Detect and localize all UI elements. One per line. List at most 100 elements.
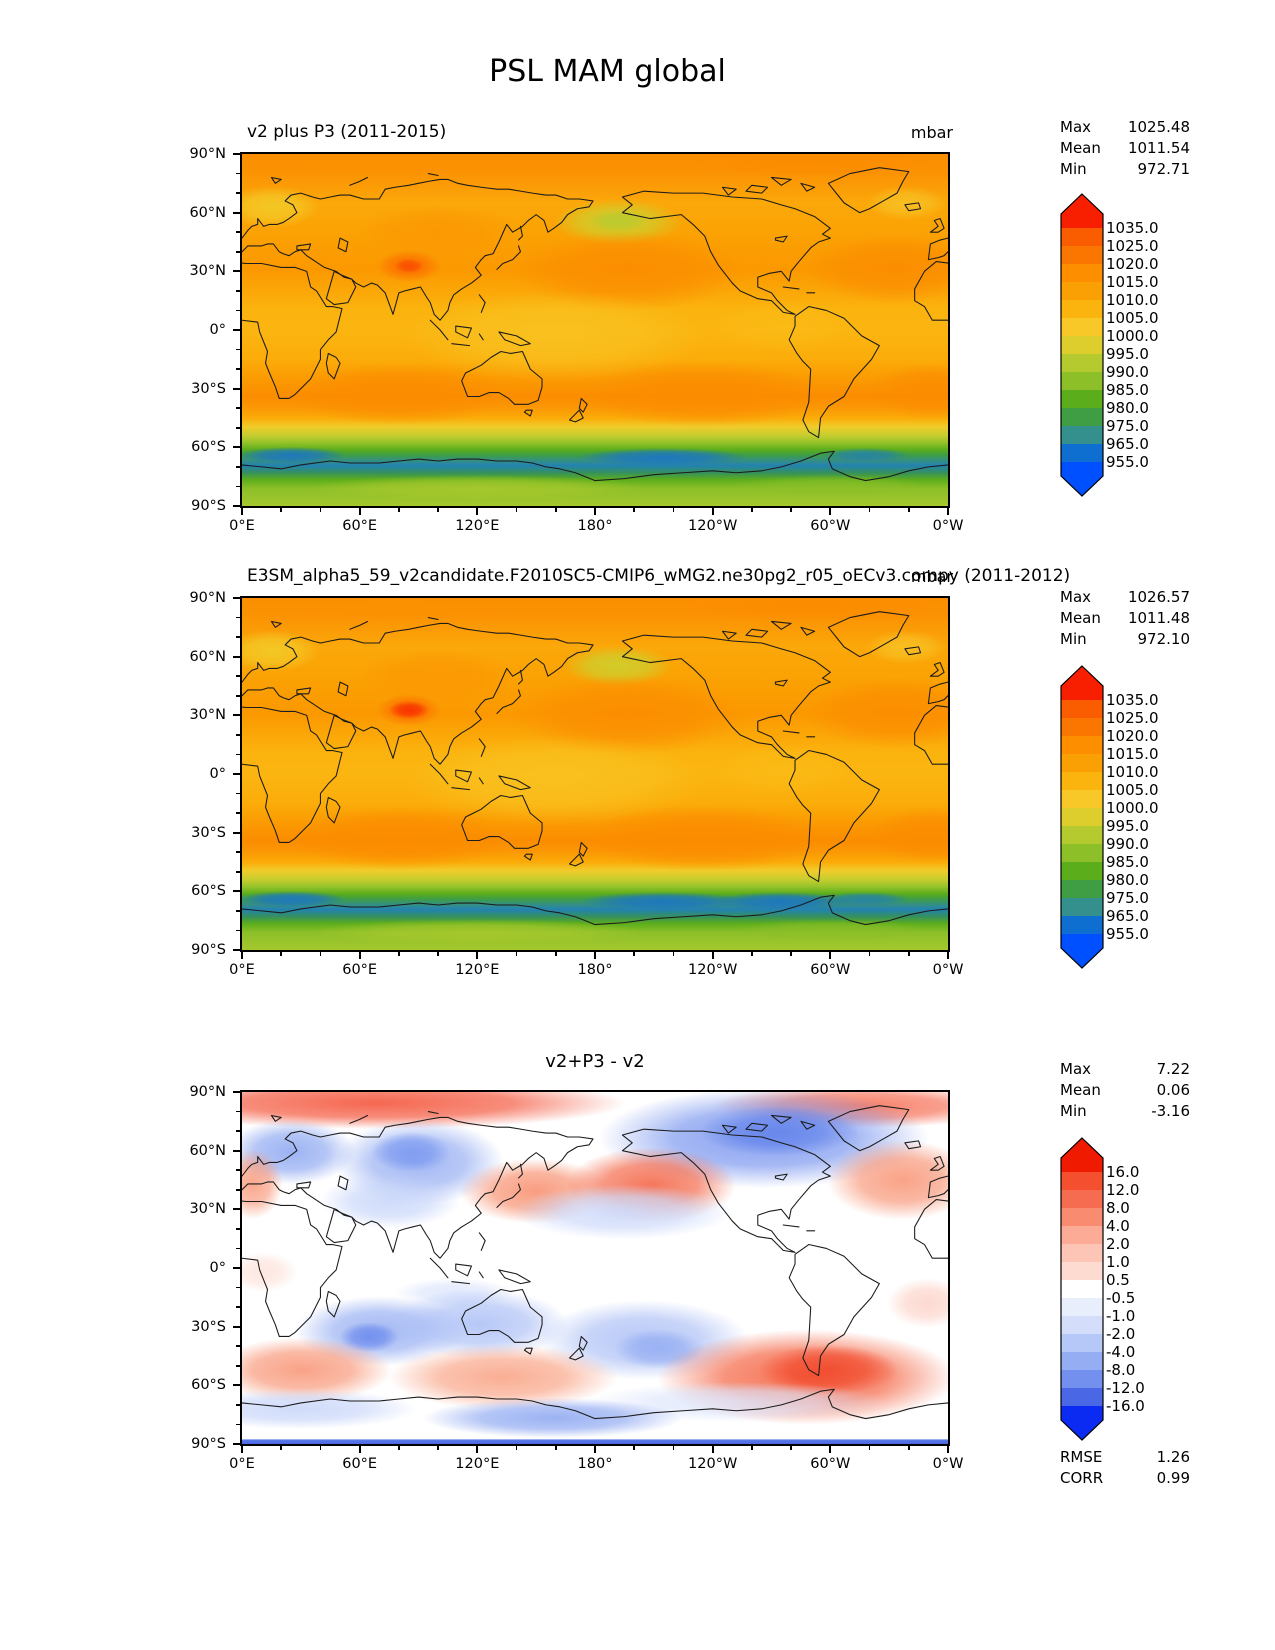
y-tick [233,714,240,717]
unit-label: mbar [910,567,953,586]
x-minor-tick [908,1446,910,1450]
x-minor-tick [280,1446,282,1450]
x-tick [947,508,949,515]
pressure-anomaly-blob [583,361,824,428]
x-tick-label: 120°E [455,1456,500,1472]
pressure-field [242,598,948,950]
colorbar: 16.0 12.0 8.0 4.0 2.0 1.0 0.5 -0.5 -1.0 -2.0 -4.0-… [1060,1137,1145,1441]
stat-value: 1025.48 [1127,118,1190,136]
x-minor-tick [868,952,871,956]
y-minor-tick [236,695,240,697]
pressure-anomaly-blob [513,1184,734,1240]
y-tick [233,655,240,658]
stat-row: Max 1025.48 [1060,117,1190,138]
x-tick [829,1446,832,1453]
pressure-anomaly-blob [583,805,824,872]
colorbar: 1035.0 1025.0 1020.0 1015.0 1010.0 1005.0 1000… [1060,665,1159,969]
y-tick [233,270,240,273]
x-minor-tick [319,508,322,512]
x-minor-tick [672,508,675,512]
y-minor-tick [236,675,240,677]
x-tick-label: 60°W [810,962,851,978]
pressure-anomaly-blob [513,675,744,756]
x-tick [241,508,243,515]
pressure-anomaly-blob [376,693,441,726]
pressure-anomaly-blob [405,734,706,825]
y-minor-tick [236,1169,240,1171]
stat-label: Mean [1060,1081,1101,1099]
colorbar-label: 995.0 [1106,817,1149,835]
x-tick [358,1446,361,1453]
stat-row: Max 1026.57 [1060,587,1190,608]
pressure-anomaly-blob [820,892,911,907]
y-tick [233,1267,240,1269]
stat-value: -3.16 [1151,1102,1190,1120]
colorbar-label: 1035.0 [1106,219,1159,237]
pressure-anomaly-blob [288,363,509,426]
y-tick-label: 30°N [189,263,226,280]
y-tick [233,1443,240,1445]
pressure-anomaly-blob [242,1388,419,1429]
colorbar-label: 980.0 [1106,399,1149,417]
y-tick-label: 90°S [191,942,226,958]
panel-title: v2 plus P3 (2011-2015) [247,122,447,142]
x-tick-label: 120°W [688,518,738,534]
x-minor-tick [515,952,518,956]
x-tick-label: 180° [577,518,613,534]
colorbar-label: 955.0 [1106,453,1149,471]
pressure-anomaly-blob [711,892,852,911]
x-minor-tick [868,508,871,512]
x-tick-label: 120°E [455,962,500,978]
y-minor-tick [236,1365,240,1367]
stat-value: 7.22 [1156,1060,1190,1078]
pressure-anomaly-blob [242,891,346,908]
pressure-anomaly-blob [294,1296,465,1367]
y-minor-tick [236,616,240,619]
y-minor-tick [236,1130,240,1132]
y-minor-tick [236,1404,240,1406]
x-minor-tick [280,508,282,512]
pressure-anomaly-blob [730,475,931,498]
colorbar-label: -4.0 [1106,1343,1136,1361]
pressure-anomaly-blob [730,919,931,942]
colorbar-label: 975.0 [1106,417,1149,435]
y-tick [233,1149,240,1152]
coastline-overlay [242,1105,948,1420]
y-tick-label: 30°N [189,707,226,724]
x-tick-label: 60°E [342,962,378,978]
stat-row: RMSE 1.26 [1060,1447,1190,1468]
pressure-anomaly-blob [513,231,744,312]
colorbar-label: 1.0 [1106,1253,1130,1271]
pressure-anomaly-blob [242,1148,283,1219]
pressure-anomaly-blob [358,204,519,260]
x-tick-label: 120°W [688,1456,738,1472]
y-tick [233,773,240,775]
stat-row: Min 972.10 [1060,629,1190,650]
pressure-anomaly-blob [588,209,649,232]
y-tick-label: 90°N [189,1084,226,1100]
pressure-anomaly-blob [242,1337,392,1403]
x-tick [711,508,714,515]
y-tick-label: 60°N [189,648,226,665]
x-minor-tick [672,1446,675,1450]
x-minor-tick [672,952,675,956]
x-tick [476,1446,479,1453]
pressure-field [242,1092,948,1444]
pressure-anomaly-blob [886,1278,948,1329]
pressure-field [242,154,948,506]
y-minor-tick [236,192,240,194]
pressure-anomaly-blob [393,1277,514,1308]
x-tick [947,952,949,959]
y-minor-tick [236,851,240,853]
y-minor-tick [236,792,240,795]
y-minor-tick [236,309,240,312]
stat-value: 972.10 [1137,630,1191,648]
y-minor-tick [236,251,240,253]
x-minor-tick [319,1446,322,1450]
pressure-anomaly-blob [867,362,948,419]
x-tick [947,1446,949,1453]
y-minor-tick [236,1423,240,1426]
